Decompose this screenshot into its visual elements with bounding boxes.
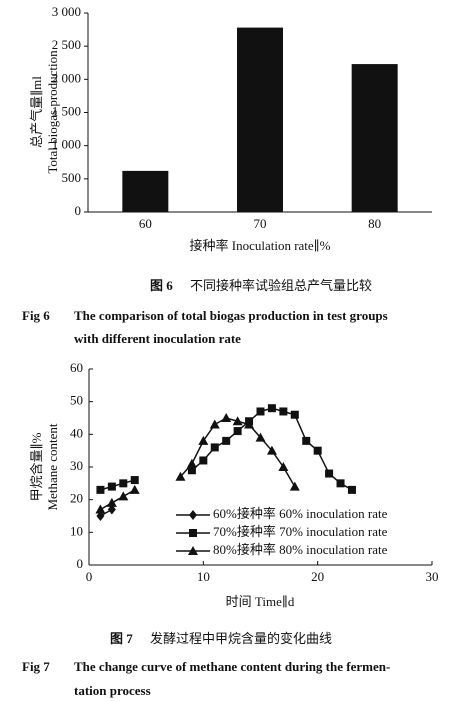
- y-tick-label: 1 500: [52, 103, 81, 118]
- marker: [106, 497, 117, 507]
- marker: [255, 432, 266, 442]
- x-axis-label: 时间 Time∥d: [226, 594, 295, 609]
- x-axis-label: 接种率 Inoculation rate∥%: [189, 238, 330, 253]
- marker: [96, 485, 105, 494]
- y-tick-label: 30: [70, 458, 83, 473]
- y-tick-label: 0: [75, 203, 82, 218]
- marker: [210, 443, 219, 452]
- y-tick-label: 60: [70, 360, 83, 375]
- legend-label: 70%接种率 70% inoculation rate: [213, 524, 388, 539]
- x-tick-label: 70: [254, 216, 267, 231]
- marker: [129, 484, 140, 494]
- marker: [267, 404, 276, 413]
- x-tick-label: 80: [368, 216, 381, 231]
- marker: [244, 419, 255, 429]
- marker: [278, 462, 289, 471]
- marker: [336, 479, 345, 488]
- caption: tation process: [74, 683, 151, 698]
- caption-label: 图 6: [150, 278, 173, 293]
- bar: [351, 64, 398, 213]
- marker: [266, 445, 277, 455]
- marker: [186, 458, 197, 468]
- marker: [256, 407, 265, 416]
- marker: [199, 456, 208, 465]
- y-tick-label: 0: [77, 556, 84, 571]
- y-tick-label: 10: [70, 523, 83, 538]
- series-line: [100, 417, 296, 511]
- legend-marker: [188, 546, 198, 555]
- marker: [209, 419, 220, 429]
- marker: [302, 436, 311, 445]
- caption-label: Fig 7: [22, 659, 50, 674]
- bar: [122, 170, 169, 212]
- marker: [233, 427, 242, 436]
- legend-label: 60%接种率 60% inoculation rate: [213, 506, 388, 521]
- marker: [289, 481, 300, 491]
- marker: [279, 407, 288, 416]
- marker: [96, 511, 105, 521]
- marker: [107, 482, 116, 491]
- marker: [118, 491, 129, 501]
- x-tick-label: 0: [86, 569, 93, 584]
- y-tick-label: 500: [62, 170, 82, 185]
- legend-marker: [189, 510, 197, 520]
- y-axis-label: 甲烷含量∥%: [29, 432, 44, 501]
- marker: [290, 410, 299, 419]
- x-tick-label: 60: [139, 216, 152, 231]
- marker: [95, 504, 106, 514]
- y-tick-label: 2 000: [52, 70, 81, 85]
- marker: [325, 469, 334, 478]
- marker: [222, 436, 231, 445]
- y-axis-label: Methane content: [45, 423, 60, 510]
- y-axis-label: 总产气量∥ml: [29, 76, 44, 148]
- caption: with different inoculation rate: [74, 331, 241, 346]
- y-tick-label: 2 500: [52, 37, 81, 52]
- marker: [107, 504, 116, 515]
- legend-marker: [189, 529, 197, 537]
- caption: The change curve of methane content duri…: [74, 659, 390, 674]
- y-axis-label: Total biogas production: [45, 50, 60, 174]
- y-tick-label: 3 000: [52, 4, 81, 19]
- caption-label: 图 7: [110, 631, 133, 646]
- caption: 不同接种率试验组总产气量比较: [190, 278, 372, 293]
- caption: 发酵过程中甲烷含量的变化曲线: [150, 631, 332, 646]
- legend-label: 80%接种率 80% inoculation rate: [213, 542, 388, 557]
- marker: [347, 485, 356, 494]
- marker: [130, 476, 139, 485]
- y-tick-label: 50: [70, 393, 83, 408]
- y-tick-label: 20: [70, 491, 83, 506]
- marker: [119, 479, 128, 488]
- marker: [198, 435, 209, 445]
- x-tick-label: 20: [311, 569, 324, 584]
- marker: [175, 471, 186, 481]
- marker: [313, 446, 322, 455]
- caption: The comparison of total biogas productio…: [74, 308, 388, 323]
- bar: [237, 27, 283, 212]
- y-tick-label: 1 000: [52, 137, 81, 152]
- y-tick-label: 40: [70, 425, 83, 440]
- marker: [221, 413, 232, 422]
- marker: [232, 416, 243, 426]
- x-tick-label: 10: [197, 569, 210, 584]
- x-tick-label: 30: [426, 569, 439, 584]
- marker: [187, 466, 196, 475]
- caption-label: Fig 6: [22, 308, 50, 323]
